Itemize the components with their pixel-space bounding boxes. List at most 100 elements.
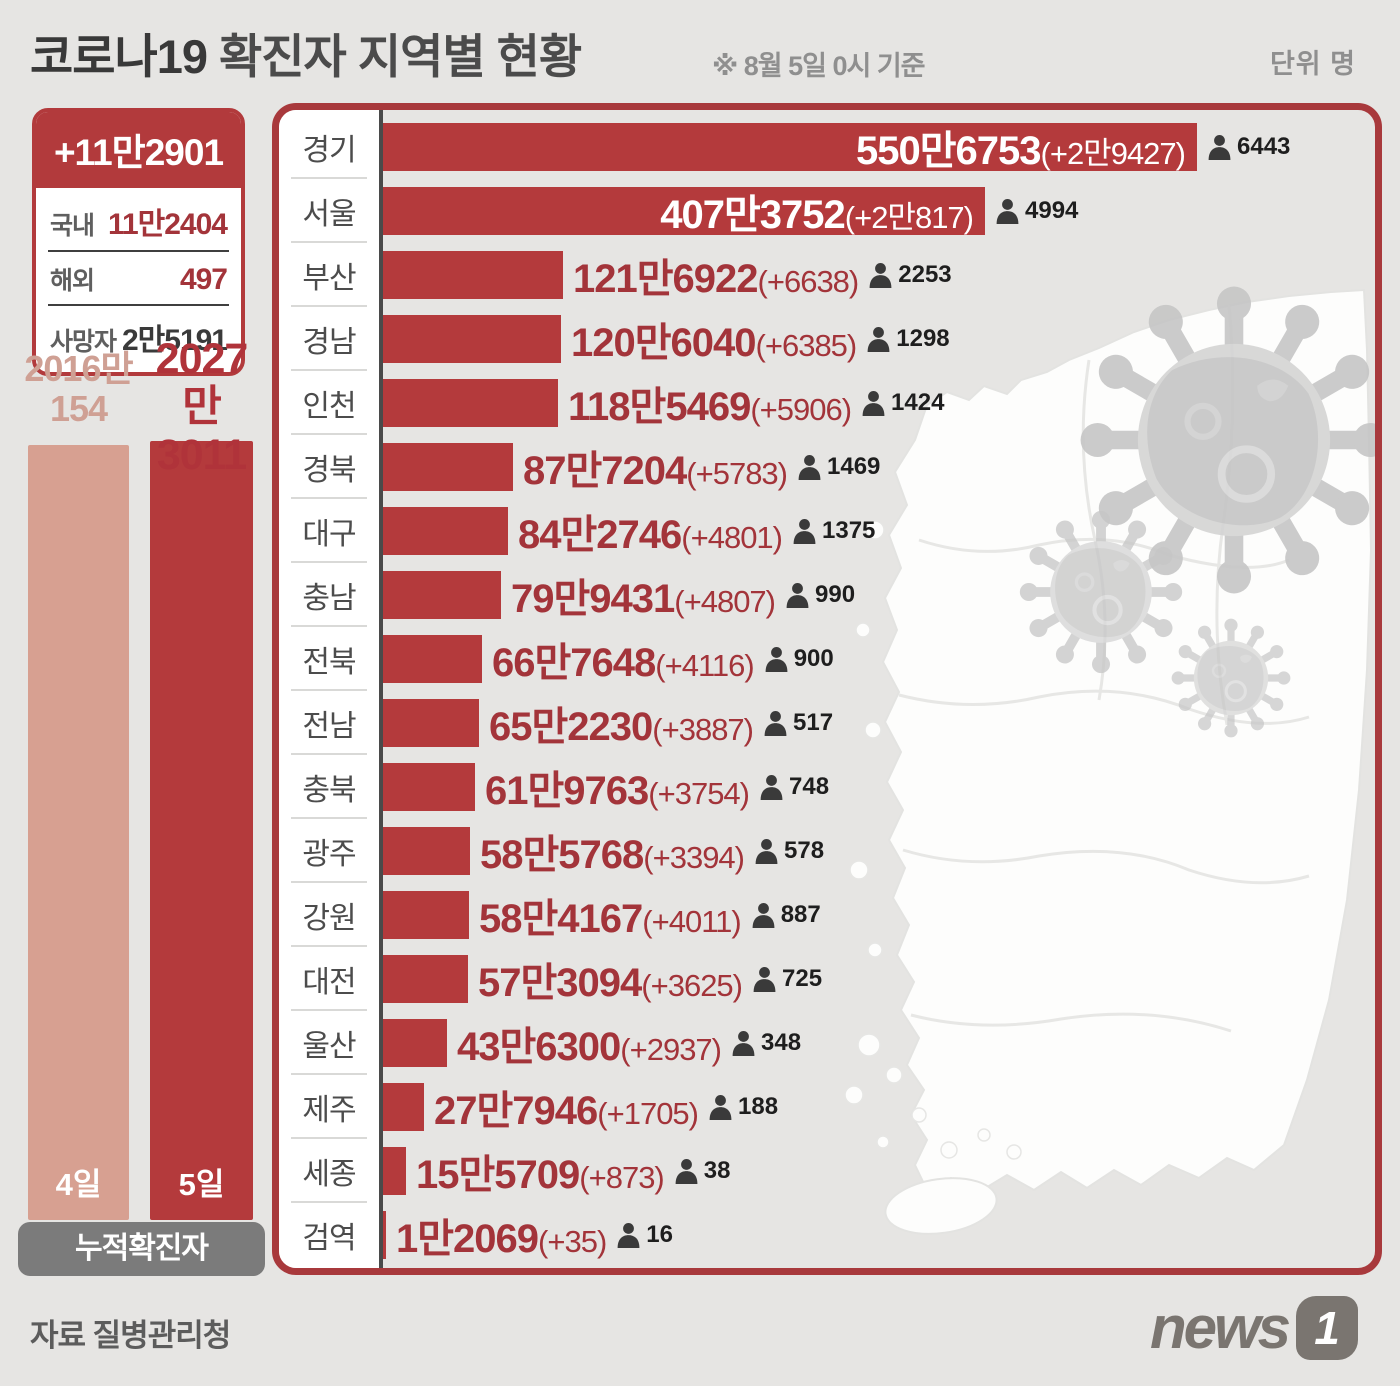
region-row: 전북 66만7648(+4116) 900 [279,627,1375,691]
region-bar [383,763,475,811]
region-death-count: 38 [703,1157,731,1184]
region-bar [383,443,513,491]
region-bar [383,251,563,299]
region-numbers: 84만2746(+4801) [518,502,783,560]
region-deaths: 990 [785,581,855,609]
person-icon [764,710,787,736]
person-icon [867,326,890,352]
region-name: 경북 [279,435,379,499]
daily-total: +11만2901 [36,112,241,188]
region-name: 대전 [279,947,379,1011]
region-numbers: 65만2230(+3887) [489,694,754,752]
region-death-count: 517 [793,709,834,736]
region-row: 경기 550만6753(+2만9427) 6443 [279,115,1375,179]
region-bar [383,315,561,363]
region-total: 66만7648 [492,641,656,685]
region-bar [383,379,558,427]
region-delta: (+6385) [755,328,858,363]
region-name: 전북 [279,627,379,691]
region-delta: (+5783) [686,456,788,491]
region-delta: (+35) [538,1224,607,1259]
region-delta: (+5906) [750,392,852,427]
unit-label: 단위 명 [1269,49,1356,79]
summary-row: 국내 11만2404 [48,190,229,250]
summary-row-label: 국내 [50,212,95,240]
region-name: 경남 [279,307,379,371]
region-total: 87만7204 [523,449,687,493]
region-row: 세종 15만5709(+873) 38 [279,1139,1375,1203]
region-row: 인천 118만5469(+5906) 1424 [279,371,1375,435]
region-total: 57만3094 [478,961,642,1005]
person-icon [709,1094,732,1120]
region-death-count: 348 [761,1029,802,1056]
region-delta: (+3887) [652,712,754,747]
region-numbers: 121만6922(+6638) [573,246,859,304]
region-numbers: 66만7648(+4116) [492,630,755,688]
region-bar [383,1211,386,1259]
region-row: 서울 407만3752(+2만817) 4994 [279,179,1375,243]
cumulative-bar-value: 2016만 154 [24,348,133,430]
region-delta: (+3625) [641,968,743,1003]
news1-logo-badge: 1 [1296,1296,1358,1360]
region-deaths: 2253 [868,261,952,289]
axis-line [379,110,383,1268]
person-icon [752,902,775,928]
region-delta: (+4116) [655,648,754,683]
person-icon [675,1158,698,1184]
summary-row: 사망자 2만5191 [48,304,229,366]
person-icon [793,518,816,544]
region-total: 15만5709 [416,1153,580,1197]
cumulative-bar-day: 5일 [178,1167,225,1202]
region-name: 검역 [302,1222,356,1255]
region-death-count: 188 [738,1093,779,1120]
region-death-count: 990 [815,581,856,608]
title-rest: 확진자 지역별 현황 [207,30,582,83]
region-name: 충남 [279,563,379,627]
region-bar [383,571,501,619]
region-deaths: 1424 [861,389,944,417]
region-deaths: 900 [764,645,834,673]
region-total: 407만3752 [660,193,846,237]
region-row: 대전 57만3094(+3625) 725 [279,947,1375,1011]
region-numbers: 118만5469(+5906) [568,374,852,432]
region-name: 세종 [279,1139,379,1203]
daily-summary-box: +11만2901 국내 11만2404 해외 497 사망자 2만5191 [32,108,245,376]
data-source: 자료 질병관리청 [30,1318,231,1353]
region-total: 79만9431 [511,577,675,621]
person-icon [755,838,778,864]
region-row: 제주 27만7946(+1705) 188 [279,1075,1375,1139]
person-icon [996,198,1019,224]
region-bar [383,507,508,555]
region-row: 전남 65만2230(+3887) 517 [279,691,1375,755]
region-delta: (+4807) [674,584,776,619]
region-death-count: 2253 [898,261,952,288]
region-bar [383,1147,406,1195]
region-row: 충북 61만9763(+3754) 748 [279,755,1375,819]
region-total: 27만7946 [434,1089,598,1133]
region-name: 부산 [279,243,379,307]
region-bar [383,635,482,683]
person-icon [617,1222,640,1248]
region-total: 58만5768 [480,833,644,877]
region-deaths: 578 [754,837,824,865]
region-deaths: 38 [674,1157,731,1185]
summary-row-value: 497 [179,263,228,296]
region-name: 대구 [279,499,379,563]
region-row: 강원 58만4167(+4011) 887 [279,883,1375,947]
region-death-count: 748 [789,773,830,800]
cumulative-caption: 누적확진자 [18,1222,265,1276]
region-row: 검역 1만2069(+35) 16 [279,1203,1375,1267]
region-numbers: 58만4167(+4011) [479,886,742,944]
region-delta: (+2만9427) [1040,136,1186,171]
region-deaths: 887 [751,901,821,929]
region-numbers: 120만6040(+6385) [571,310,858,368]
summary-row-value: 2만5191 [121,324,228,357]
regional-chart-panel: 경기 550만6753(+2만9427) 6443 서울 407만3752(+2… [272,103,1382,1275]
region-deaths: 748 [759,773,829,801]
region-death-count: 900 [793,645,834,672]
person-icon [786,582,809,608]
person-icon [1208,134,1231,160]
chart-rows: 경기 550만6753(+2만9427) 6443 서울 407만3752(+2… [279,110,1375,1267]
region-row: 대구 84만2746(+4801) 1375 [279,499,1375,563]
region-delta: (+3394) [643,840,745,875]
